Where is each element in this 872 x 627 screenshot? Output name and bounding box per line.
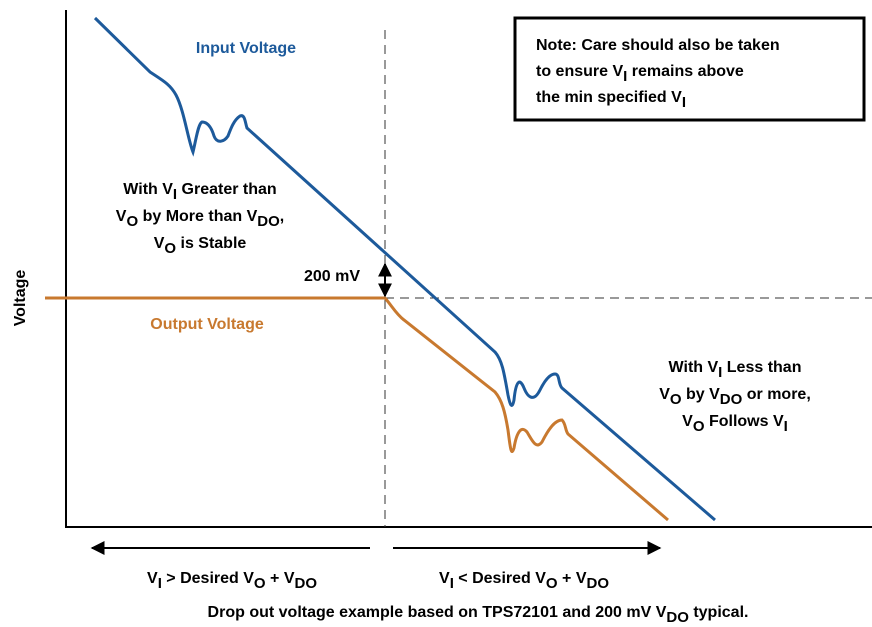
subscript: O xyxy=(546,575,558,592)
subscript: DO xyxy=(586,575,609,592)
note-line: Note: Care should also be taken xyxy=(536,37,780,54)
left-region-line: With VI Greater than xyxy=(123,181,276,203)
subscript: O xyxy=(164,240,176,257)
left-region-line: VO by More than VDO, xyxy=(116,208,284,230)
note-box xyxy=(513,16,866,122)
text-run: typical. xyxy=(689,604,749,621)
output-voltage-line xyxy=(45,296,669,522)
subscript: DO xyxy=(257,213,280,230)
text-run: V xyxy=(659,386,670,403)
text-run: Follows V xyxy=(705,413,784,430)
subscript: DO xyxy=(666,609,689,626)
text-run: Note: Care should also be taken xyxy=(536,37,780,54)
right-region-line: VO by VDO or more, xyxy=(659,386,811,408)
output-label: Output Voltage xyxy=(150,316,264,333)
left-condition-line: VI > Desired VO + VDO xyxy=(147,570,317,592)
text-run: Drop out voltage example based on TPS721… xyxy=(208,604,667,621)
text-run: + V xyxy=(266,570,295,587)
text-run: With V xyxy=(669,359,719,376)
text-run: V xyxy=(154,235,165,252)
delta-label: 200 mV xyxy=(304,268,360,285)
text-run: < Desired V xyxy=(454,570,546,587)
text-run: Greater than xyxy=(177,181,277,198)
input-voltage-line xyxy=(93,16,716,522)
text-run: > Desired V xyxy=(162,570,254,587)
note-line: the min specified VI xyxy=(536,89,686,111)
text-run: is Stable xyxy=(176,235,246,252)
text-run: or more, xyxy=(742,386,810,403)
text-run: V xyxy=(116,208,127,225)
subscript: O xyxy=(670,391,682,408)
text-run: , xyxy=(280,208,284,225)
text-run: by More than V xyxy=(138,208,257,225)
text-run: V xyxy=(147,570,158,587)
right-region-line: With VI Less than xyxy=(669,359,802,381)
subscript: DO xyxy=(720,391,743,408)
text-run: remains above xyxy=(627,63,744,80)
text-run: With V xyxy=(123,181,173,198)
text-run: V xyxy=(439,570,450,587)
text-run: Less than xyxy=(722,359,801,376)
subscript: O xyxy=(254,575,266,592)
input-label: Input Voltage xyxy=(196,40,296,57)
subscript: DO xyxy=(294,575,317,592)
subscript: O xyxy=(693,418,705,435)
text-run: to ensure V xyxy=(536,63,623,80)
subscript: I xyxy=(682,94,686,111)
subscript: I xyxy=(623,68,627,85)
subscript: O xyxy=(126,213,138,230)
note-line: to ensure VI remains above xyxy=(536,63,744,85)
left-region-line: VO is Stable xyxy=(154,235,247,257)
subscript: I xyxy=(718,364,722,381)
caption-line: Drop out voltage example based on TPS721… xyxy=(208,604,749,626)
subscript: I xyxy=(450,575,454,592)
text-run: the min specified V xyxy=(536,89,682,106)
text-run: + V xyxy=(558,570,587,587)
subscript: I xyxy=(158,575,162,592)
y-axis-label: Voltage xyxy=(12,270,29,327)
right-region-line: VO Follows VI xyxy=(682,413,788,435)
text-run: by V xyxy=(682,386,721,403)
right-condition-line: VI < Desired VO + VDO xyxy=(439,570,609,592)
text-run: V xyxy=(682,413,693,430)
subscript: I xyxy=(784,418,788,435)
subscript: I xyxy=(173,186,177,203)
